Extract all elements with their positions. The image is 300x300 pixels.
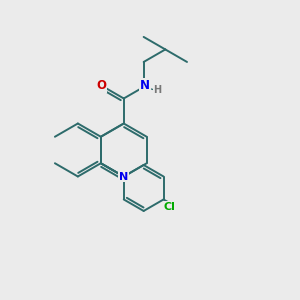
Text: O: O <box>97 80 107 92</box>
Text: N: N <box>140 79 150 92</box>
Text: H: H <box>153 85 161 95</box>
Text: N: N <box>119 172 128 182</box>
Text: Cl: Cl <box>164 202 176 212</box>
